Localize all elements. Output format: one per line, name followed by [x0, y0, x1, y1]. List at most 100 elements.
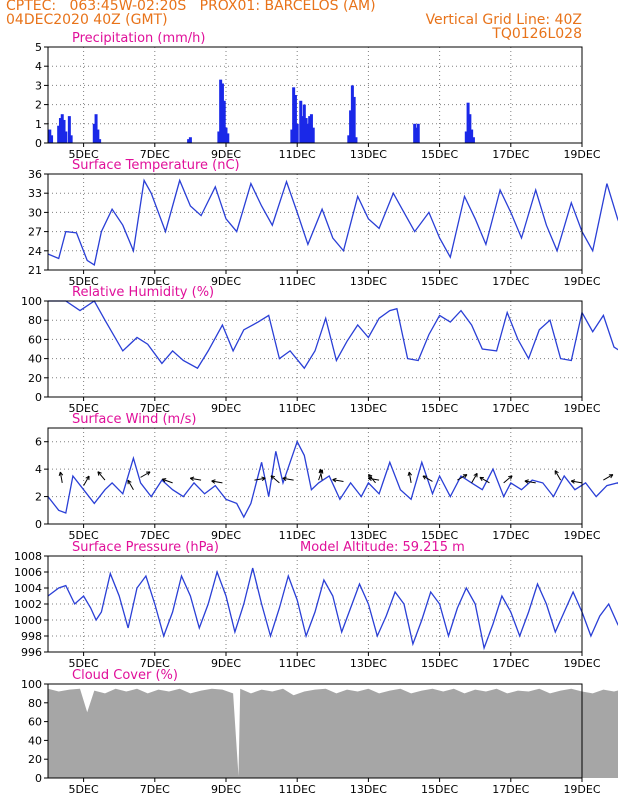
grid-note: Vertical Grid Line: 40Z	[425, 12, 582, 28]
x-tick-label: 17DEC	[492, 148, 529, 161]
x-tick-label: 11DEC	[279, 148, 316, 161]
panel-frame	[47, 46, 583, 144]
x-tick-label: 11DEC	[279, 402, 316, 415]
y-tick-label: 33	[28, 187, 42, 200]
wind-arrow-head	[282, 476, 287, 482]
y-tick-label: 2	[35, 491, 42, 504]
x-tick-label: 17DEC	[492, 275, 529, 288]
y-tick-label: 1004	[14, 582, 42, 595]
panel-annotation: Model Altitude: 59.215 m	[300, 540, 465, 555]
precip-bar	[347, 135, 351, 143]
wind-arrow	[254, 477, 266, 481]
precip-bar	[466, 102, 470, 143]
x-tick-label: 9DEC	[211, 148, 241, 161]
y-tick-label: 36	[28, 168, 42, 181]
panel-pressure	[44, 555, 618, 656]
precip-bar	[188, 137, 192, 143]
precip-bar	[470, 129, 474, 143]
y-tick-label: 100	[21, 678, 42, 691]
y-tick-label: 40	[28, 353, 42, 366]
wind-arrow	[571, 480, 583, 484]
x-tick-label: 15DEC	[421, 657, 458, 670]
y-tick-label: 5	[35, 41, 42, 54]
precip-bar	[69, 135, 73, 143]
x-tick-label: 19DEC	[563, 529, 600, 542]
precip-bar	[220, 83, 224, 143]
wind-arrow	[368, 477, 380, 481]
wind-arrow	[422, 475, 433, 482]
panel-frame	[47, 427, 583, 525]
x-tick-label: 13DEC	[350, 275, 387, 288]
panel-cloud	[44, 683, 618, 782]
wind-arrow-head	[127, 479, 132, 485]
wind-arrow-head	[161, 478, 167, 483]
precip-bar	[292, 87, 296, 143]
y-tick-label: 40	[28, 734, 42, 747]
y-tick-label: 30	[28, 206, 42, 219]
x-tick-label: 9DEC	[211, 657, 241, 670]
panel-wind	[44, 427, 618, 528]
y-tick-label: 3	[35, 79, 42, 92]
x-tick-label: 19DEC	[563, 657, 600, 670]
x-tick-label: 13DEC	[350, 148, 387, 161]
precip-bar	[92, 123, 96, 143]
precip-bar	[349, 110, 353, 143]
x-tick-label: 7DEC	[140, 148, 170, 161]
precip-bar	[290, 129, 294, 143]
wind-arrow	[97, 471, 106, 481]
run-code: TQ0126L028	[492, 26, 582, 42]
header-line1: CPTEC: 063:45W-02:20S PROX01: BARCELOS (…	[6, 0, 376, 14]
wind-arrow	[83, 475, 90, 486]
y-tick-label: 20	[28, 753, 42, 766]
y-tick-label: 100	[21, 295, 42, 308]
x-tick-label: 7DEC	[140, 529, 170, 542]
precip-bar	[187, 139, 191, 143]
precip-bar	[64, 131, 68, 143]
wind-arrow-head	[422, 475, 427, 480]
wind-arrow-head	[146, 471, 151, 476]
wind-arrow-head	[524, 479, 529, 484]
wind-arrow-head	[332, 477, 337, 483]
y-tick-label: 20	[28, 372, 42, 385]
wind-arrow	[503, 475, 513, 484]
x-tick-label: 11DEC	[279, 783, 316, 796]
wind-arrow	[471, 473, 478, 484]
y-tick-label: 1000	[14, 614, 42, 627]
y-tick-label: 998	[21, 630, 42, 643]
wind-arrow-head	[189, 476, 195, 482]
x-tick-label: 11DEC	[279, 529, 316, 542]
wind-arrow	[282, 477, 294, 481]
precip-bar	[219, 79, 223, 143]
panel-temp	[44, 173, 618, 274]
wind-arrow	[127, 479, 134, 490]
y-tick-label: 21	[28, 264, 42, 277]
wind-arrow	[211, 480, 223, 484]
wind-arrow-head	[85, 475, 90, 481]
wind-arrow	[140, 471, 151, 478]
header-line2: 04DEC2020 40Z (GMT)	[6, 12, 168, 28]
x-tick-label: 11DEC	[279, 657, 316, 670]
x-tick-label: 7DEC	[140, 783, 170, 796]
wind-arrow-head	[462, 474, 468, 479]
precip-bar	[464, 131, 468, 143]
x-tick-label: 17DEC	[492, 783, 529, 796]
wind-arrow	[332, 479, 344, 482]
x-tick-label: 11DEC	[279, 275, 316, 288]
x-tick-label: 15DEC	[421, 402, 458, 415]
x-tick-label: 5DEC	[69, 402, 99, 415]
wind-arrow	[319, 469, 323, 481]
precip-bar	[302, 104, 306, 143]
wind-arrow-head	[479, 476, 484, 481]
x-tick-label: 5DEC	[69, 148, 99, 161]
y-tick-label: 2	[35, 99, 42, 112]
panel-frame	[47, 683, 583, 779]
x-tick-label: 19DEC	[563, 402, 600, 415]
wind-arrow-head	[261, 476, 266, 482]
precip-bar	[67, 116, 71, 143]
wind-arrow-head	[508, 475, 513, 480]
wind-arrow-head	[407, 471, 413, 476]
precip-bar	[217, 131, 221, 143]
wind-arrow	[59, 471, 63, 483]
x-tick-label: 7DEC	[140, 402, 170, 415]
